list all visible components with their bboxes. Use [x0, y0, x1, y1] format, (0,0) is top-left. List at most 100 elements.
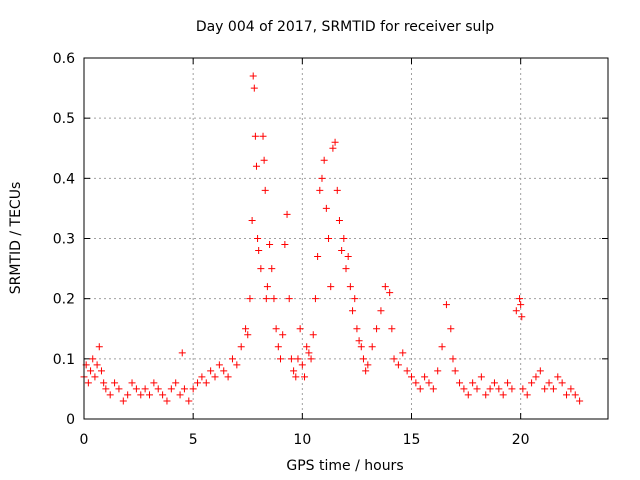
data-point [377, 307, 385, 315]
data-point [318, 174, 326, 182]
data-point [281, 241, 289, 249]
data-point [390, 355, 398, 363]
data-point [519, 385, 527, 393]
data-point [180, 385, 188, 393]
data-point [486, 385, 494, 393]
data-point [434, 367, 442, 375]
data-point [320, 156, 328, 164]
data-point [189, 385, 197, 393]
data-point [224, 373, 232, 381]
data-point [571, 391, 579, 399]
data-point [106, 391, 114, 399]
data-point [259, 132, 267, 140]
data-point [119, 397, 127, 405]
data-point [248, 216, 256, 224]
data-point [517, 301, 525, 309]
data-point [255, 247, 263, 255]
data-point [325, 235, 333, 242]
data-point [242, 325, 250, 333]
x-tick-label: 0 [80, 432, 89, 448]
data-point [254, 235, 262, 242]
data-point [335, 216, 343, 224]
data-point [260, 156, 268, 164]
data-point [132, 385, 140, 393]
data-point [185, 397, 193, 405]
data-point [237, 343, 245, 351]
y-tick-label: 0.2 [53, 292, 75, 308]
data-point [250, 84, 258, 92]
data-point [220, 367, 228, 375]
data-point [154, 385, 162, 393]
data-point [438, 343, 446, 351]
data-point [344, 253, 352, 261]
data-point [327, 283, 335, 291]
data-point [563, 391, 571, 399]
data-point [285, 295, 293, 303]
data-point [290, 367, 298, 375]
data-point [331, 138, 339, 146]
data-point [298, 361, 306, 369]
data-point [178, 349, 186, 357]
data-point [257, 265, 265, 273]
y-tick-label: 0 [66, 412, 75, 428]
data-point [456, 379, 464, 387]
data-point [473, 385, 481, 393]
data-point [512, 307, 520, 315]
data-point [252, 162, 260, 170]
data-point [100, 379, 108, 387]
y-tick-label: 0.6 [53, 51, 75, 67]
y-tick-label: 0.4 [53, 171, 75, 187]
data-point [451, 367, 459, 375]
data-point [499, 391, 507, 399]
data-point [95, 343, 103, 351]
data-point [309, 331, 317, 339]
data-point [518, 313, 526, 321]
data-point [287, 355, 295, 363]
data-point [477, 373, 485, 381]
data-point [268, 265, 276, 273]
data-point [346, 283, 354, 291]
data-points [80, 72, 584, 405]
data-point [115, 385, 123, 393]
data-point [266, 241, 274, 249]
data-point [449, 355, 457, 363]
plot-frame [83, 57, 609, 420]
data-point [368, 343, 376, 351]
data-point [305, 349, 313, 357]
data-point [176, 391, 184, 399]
y-tick-label: 0.5 [53, 111, 75, 127]
data-point [349, 307, 357, 315]
data-point [403, 367, 411, 375]
data-point [399, 349, 407, 357]
x-axis-label: GPS time / hours [286, 458, 403, 474]
data-point [357, 343, 365, 351]
data-point [301, 373, 309, 381]
data-point [124, 391, 132, 399]
data-point [495, 385, 503, 393]
data-point [421, 373, 429, 381]
data-point [545, 379, 553, 387]
data-point [340, 235, 348, 242]
data-point [412, 379, 420, 387]
axes: 0 0.1 0.2 0.3 0.4 0.5 0.6 0 5 10 15 20 [53, 51, 608, 448]
data-point [504, 379, 512, 387]
data-point [536, 367, 544, 375]
y-axis-label: SRMTID / TECUs [8, 182, 24, 295]
data-point [322, 204, 330, 212]
chart-title: Day 004 of 2017, SRMTID for receiver sul… [196, 19, 494, 35]
data-point [228, 355, 236, 363]
data-point [429, 385, 437, 393]
data-point [355, 337, 363, 345]
data-point [211, 373, 219, 381]
data-point [172, 379, 180, 387]
data-point [381, 283, 389, 291]
data-point [163, 397, 171, 405]
data-point [233, 361, 241, 369]
data-point [425, 379, 433, 387]
data-point [270, 295, 278, 303]
data-point [549, 385, 557, 393]
data-point [292, 373, 300, 381]
data-point [490, 379, 498, 387]
y-tick-label: 0.1 [53, 352, 75, 368]
